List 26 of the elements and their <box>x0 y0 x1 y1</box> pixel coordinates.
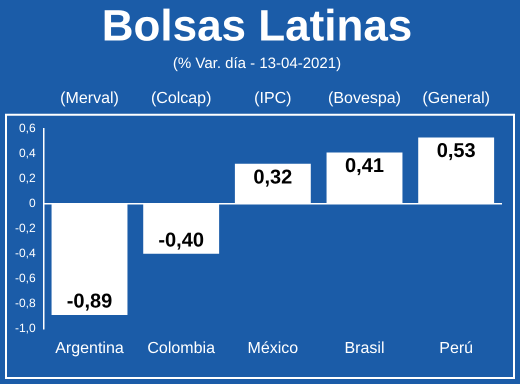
data-label: 0,41 <box>345 155 384 178</box>
text: (IPC) <box>254 90 292 108</box>
text: (Merval) <box>60 90 119 108</box>
y-tick-label: -0,2 <box>14 221 36 236</box>
y-tick-label: 0 <box>28 196 36 210</box>
text: (Bovespa) <box>328 90 401 108</box>
data-label: 0,32 <box>253 166 292 188</box>
text: (General) <box>422 90 490 108</box>
chart-subtitle: (% Var. día - 13-04-2021) <box>172 54 342 72</box>
y-tick-label: -0,6 <box>14 271 36 286</box>
y-tick-label: -1,0 <box>14 321 36 336</box>
x-tick-label: México <box>247 340 298 357</box>
chart-title: Bolsas Latinas <box>102 2 412 51</box>
data-label: -0,89 <box>66 290 112 313</box>
x-tick-label: Argentina <box>55 340 124 357</box>
y-tick-label: 0,6 <box>18 121 36 136</box>
x-tick-label: Colombia <box>147 340 216 357</box>
y-tick-label: 0,4 <box>18 146 36 160</box>
data-label: -0,40 <box>158 229 204 252</box>
y-tick-label: -0,4 <box>14 246 36 260</box>
x-tick-label: Perú <box>439 340 474 357</box>
y-tick-label: -0,8 <box>14 296 36 310</box>
data-label: 0,53 <box>436 140 476 162</box>
text: (Colcap) <box>150 90 212 108</box>
x-tick-label: Brasil <box>344 340 385 357</box>
y-tick-label: 0,2 <box>18 171 36 186</box>
